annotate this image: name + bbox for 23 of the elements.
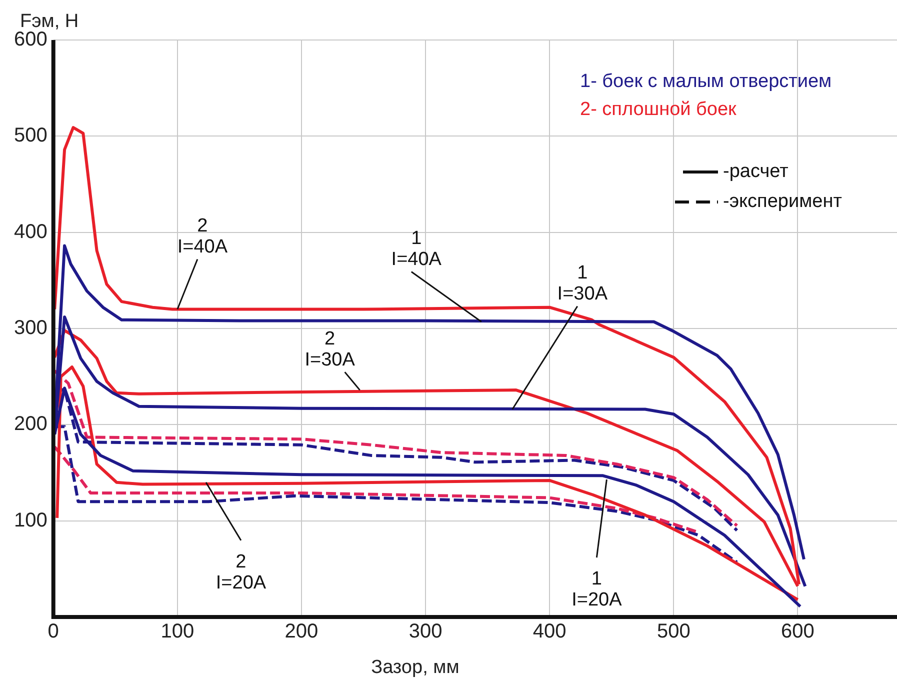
y-tick-label: 400 — [14, 220, 48, 243]
annotation: 2 I=20A — [216, 552, 266, 594]
annotation: 1 I=40A — [391, 228, 442, 270]
y-tick-label: 200 — [14, 413, 48, 436]
y-tick-label: 500 — [14, 124, 48, 147]
x-tick-label: 300 — [408, 620, 442, 643]
x-tick-label: 100 — [160, 620, 194, 643]
annotation: 2 I=40A — [177, 216, 228, 258]
x-tick-label: 200 — [284, 620, 318, 643]
x-tick-label: 0 — [48, 620, 59, 643]
y-tick-label: 300 — [14, 317, 48, 340]
annotation: 1 I=30A — [557, 262, 608, 305]
y-tick-label: 100 — [14, 509, 48, 532]
annotation: -расчет — [723, 161, 789, 182]
annotation: 2 I=30A — [304, 328, 356, 370]
x-tick-label: 400 — [532, 620, 566, 643]
x-tick-label: 500 — [657, 620, 690, 643]
x-tick-label: 600 — [781, 620, 814, 643]
annotation: 1- боек с малым отверстием — [580, 71, 832, 92]
annotation: 2- сплошной боек — [580, 99, 738, 120]
annotation: 1 I=20A — [572, 568, 622, 611]
annotation: -эксперимент — [723, 191, 842, 212]
x-axis-title: Зазор, мм — [371, 657, 460, 678]
